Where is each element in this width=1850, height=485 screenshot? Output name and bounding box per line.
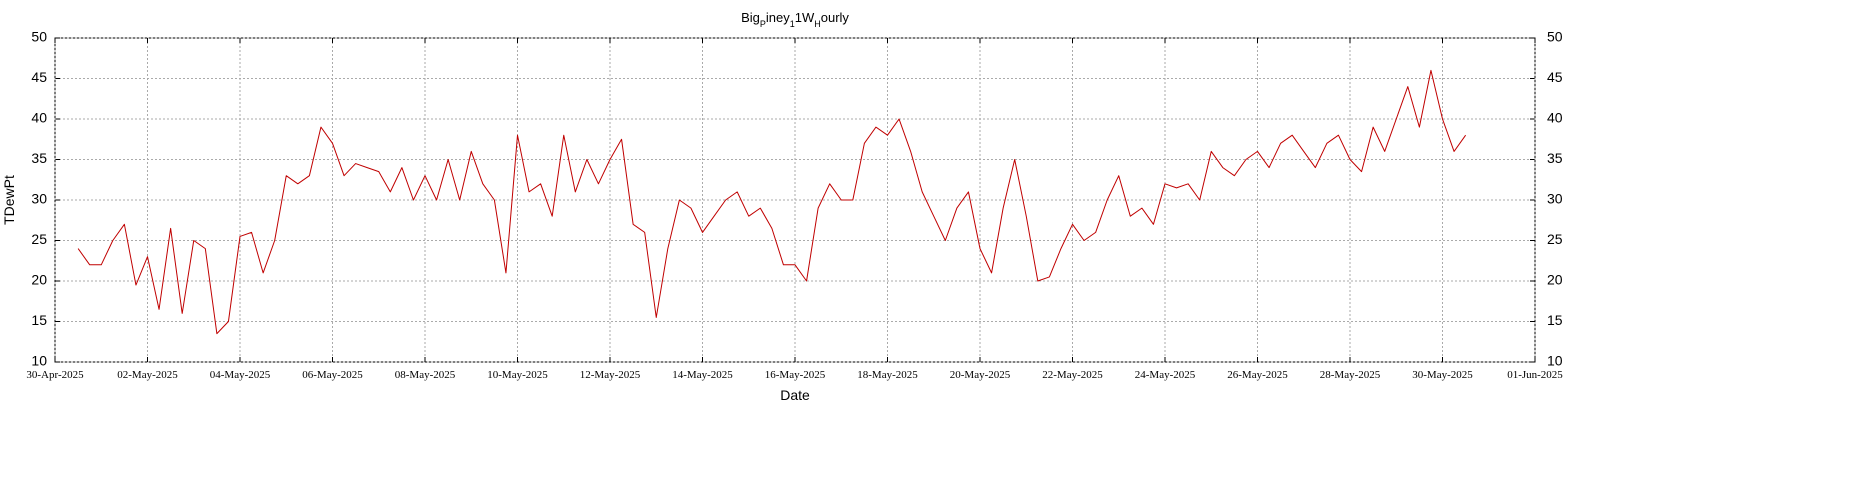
title-part: ourly [821, 10, 850, 25]
y-tick-label: 30 [31, 191, 47, 207]
x-tick-label: 20-May-2025 [950, 369, 1011, 381]
y-tick-label: 25 [31, 231, 47, 247]
y-tick-label: 10 [31, 353, 47, 369]
y-axis-label: TDewPt [1, 175, 17, 225]
x-tick-label: 18-May-2025 [857, 369, 918, 381]
y-tick-label-right: 25 [1547, 231, 1563, 247]
x-tick-label: 24-May-2025 [1135, 369, 1196, 381]
x-tick-label: 02-May-2025 [117, 369, 178, 381]
title-part: P [760, 19, 766, 29]
y-tick-label: 35 [31, 150, 47, 166]
title-part: iney [766, 10, 790, 25]
y-tick-label: 20 [31, 272, 47, 288]
x-tick-label: 16-May-2025 [765, 369, 826, 381]
y-tick-label-right: 45 [1547, 69, 1563, 85]
y-tick-label-right: 15 [1547, 312, 1563, 328]
y-tick-label: 45 [31, 69, 47, 85]
y-tick-label-right: 10 [1547, 353, 1563, 369]
x-tick-label: 30-May-2025 [1412, 369, 1473, 381]
x-axis-label: Date [780, 387, 810, 403]
title-part: H [814, 19, 821, 29]
title-part: 1W [795, 10, 815, 25]
y-tick-label-right: 40 [1547, 110, 1563, 126]
x-tick-label: 10-May-2025 [487, 369, 548, 381]
x-tick-label: 26-May-2025 [1227, 369, 1288, 381]
x-tick-label: 08-May-2025 [395, 369, 456, 381]
y-tick-label-right: 50 [1547, 29, 1563, 45]
y-tick-label-right: 20 [1547, 272, 1563, 288]
y-tick-label: 40 [31, 110, 47, 126]
x-tick-label: 30-Apr-2025 [26, 369, 84, 381]
y-tick-label: 15 [31, 312, 47, 328]
title-part: Big [741, 10, 760, 25]
x-tick-label: 28-May-2025 [1320, 369, 1381, 381]
x-tick-label: 06-May-2025 [302, 369, 363, 381]
x-tick-label: 22-May-2025 [1042, 369, 1103, 381]
title-part: 1 [790, 19, 795, 29]
y-tick-label-right: 35 [1547, 150, 1563, 166]
x-tick-label: 04-May-2025 [210, 369, 271, 381]
y-tick-label: 50 [31, 29, 47, 45]
x-tick-label: 01-Jun-2025 [1507, 369, 1563, 381]
chart-title: BigPiney11WHourly [741, 10, 849, 29]
data-line [77, 69, 1467, 335]
y-tick-label-right: 30 [1547, 191, 1563, 207]
x-tick-label: 12-May-2025 [580, 369, 641, 381]
x-tick-label: 14-May-2025 [672, 369, 733, 381]
